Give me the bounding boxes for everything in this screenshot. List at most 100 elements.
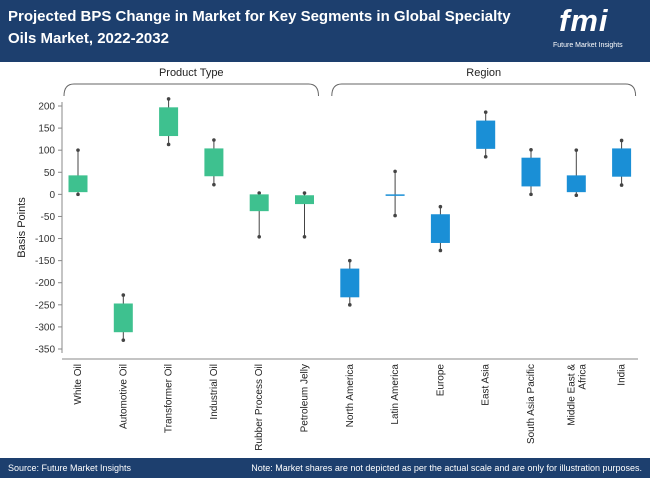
group-label: Product Type [159,67,224,79]
x-tick-label: Industrial Oil [209,364,220,420]
whisker-high-point [574,148,579,152]
y-tick-label: 100 [38,146,55,157]
x-tick-label-line: Rubber Process Oil [254,364,265,451]
box-north-america: North America [340,258,360,428]
box-rubber-process-oil: Rubber Process Oil [249,191,269,451]
box-south-asia-pacific: South Asia Pacific [521,147,541,444]
x-tick-label-line: Petroleum Jelly [300,364,311,432]
y-tick-label: 0 [49,190,55,201]
whisker-low-point [76,192,80,197]
whisker-low-point [302,234,307,239]
x-tick-label-line: Transformer Oil [164,364,175,433]
box-europe: Europe [430,204,450,397]
box-latin-america: Latin America [385,169,405,425]
whisker-high-point [529,147,533,152]
whisker-low-point [483,155,488,159]
y-tick-label: 200 [38,102,55,113]
whisker-high-point [619,138,624,143]
x-tick-label-line: North America [345,364,356,428]
x-tick-label-line: Automotive Oil [118,364,129,429]
whisker-high-point [76,148,80,152]
box-india: India [612,138,632,386]
whisker-high-point [166,97,171,101]
x-tick-label-line: White Oil [73,364,84,405]
x-tick-label-line: East Asia [481,364,492,406]
logo-text: Future Market Insights [553,42,623,49]
logo-mark: fmi [559,3,609,38]
whisker-low-point [212,182,216,187]
box-body [340,268,360,298]
box-white-oil: White Oil [68,148,88,405]
box-body [430,214,450,243]
box-body [204,148,224,177]
y-tick-label: -250 [35,300,55,311]
whisker-low-point [257,234,262,239]
group-bracket [331,83,637,97]
whisker-low-point [348,303,352,307]
y-tick-label: -100 [35,234,55,245]
whisker-low-point [166,142,171,147]
x-tick-label-line: Industrial Oil [209,364,220,420]
x-tick-label: Transformer Oil [164,364,175,433]
y-axis-title: Basis Points [16,197,28,258]
box-body [476,120,496,149]
x-tick-label: East Asia [481,364,492,406]
x-tick-label-line: South Asia Pacific [526,364,537,444]
box-middle-east-africa: Middle East &Africa [566,148,588,426]
y-tick-label: 50 [44,168,56,179]
x-tick-label: Rubber Process Oil [254,364,265,451]
x-tick-label-line: Middle East & [566,364,577,426]
whisker-high-point [393,169,397,174]
box-east-asia: East Asia [476,110,496,406]
box-body [295,195,314,205]
box-petroleum-jelly: Petroleum Jelly [295,191,314,432]
x-tick-label: South Asia Pacific [526,364,537,444]
x-tick-label-line: Africa [577,364,588,390]
box-body [159,107,179,137]
footer-bar: Source: Future Market Insights Note: Mar… [0,458,650,478]
box-body [249,194,269,212]
note-text: Note: Market shares are not depicted as … [251,463,642,473]
box-plot-chart: 200 150 100 50 0 -50 -100 -150 -200 -250 -300 -350 B… [16,67,638,451]
x-tick-label: Middle East &Africa [566,364,588,426]
x-tick-label: Petroleum Jelly [300,364,311,432]
x-tick-label-line: Latin America [390,364,401,425]
box-transformer-oil: Transformer Oil [159,97,179,433]
whisker-low-point [121,338,126,342]
x-tick-label: India [617,364,628,386]
box-body [521,157,541,187]
y-tick-label: -200 [35,278,55,289]
x-tick-label-line: India [617,364,628,386]
x-tick-label-line: Europe [435,364,446,397]
x-tick-label: North America [345,364,356,428]
x-tick-label: Europe [435,364,446,397]
whisker-low-point [393,213,397,218]
box-industrial-oil: Industrial Oil [204,138,224,420]
group-bracket [63,83,319,97]
whisker-high-point [121,293,126,297]
y-tick-label: -150 [35,256,55,267]
whisker-low-point [619,183,624,187]
whisker-low-point [438,248,443,253]
source-text: Source: Future Market Insights [8,463,132,473]
fmi-logo: fmi Future Market Insights [553,4,643,58]
box-automotive-oil: Automotive Oil [113,293,133,429]
chart-title: Projected BPS Change in Market for Key S… [8,8,511,47]
whisker-high-point [212,138,216,142]
header-bar: Projected BPS Change in Market for Key S… [0,0,650,62]
whisker-high-point [348,258,352,263]
box-body [566,175,586,193]
y-tick-label: 150 [38,124,55,135]
x-tick-label: White Oil [73,364,84,405]
box-body [68,175,88,193]
whisker-high-point [257,191,262,195]
box-body [385,194,405,196]
y-tick-label: -350 [35,345,55,356]
x-tick-label: Latin America [390,364,401,425]
whisker-high-point [483,110,488,114]
whisker-high-point [302,191,307,195]
group-label: Region [466,67,501,79]
x-tick-label: Automotive Oil [118,364,129,429]
box-body [113,303,133,333]
y-tick-label: -300 [35,322,55,333]
